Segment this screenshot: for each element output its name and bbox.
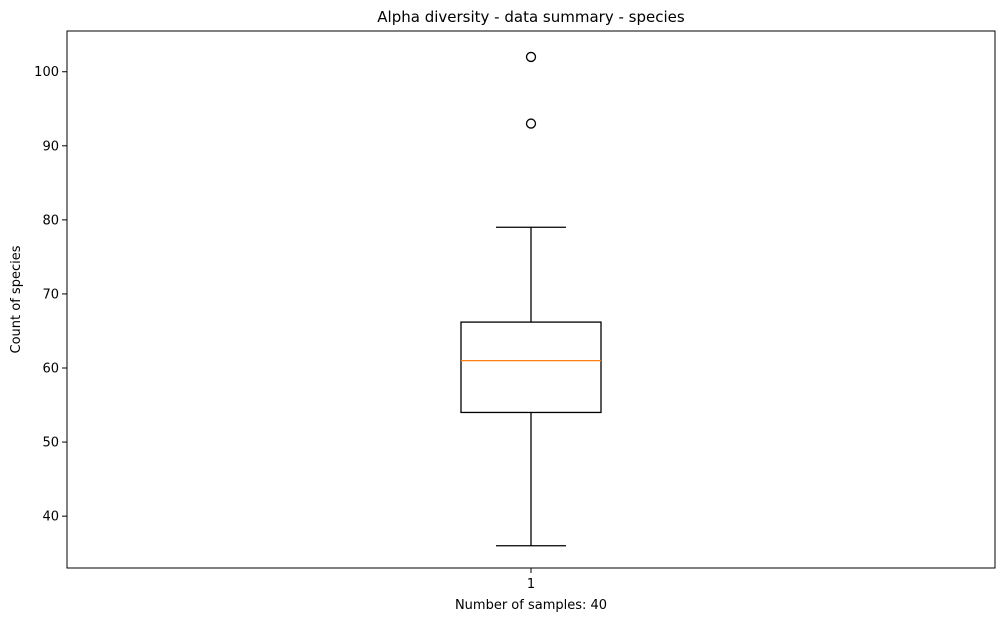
x-tick-label: 1	[527, 577, 535, 592]
y-tick-label: 90	[42, 139, 59, 154]
outlier-point	[525, 51, 537, 63]
y-tick-label: 50	[42, 436, 59, 451]
y-tick-label: 100	[34, 65, 59, 80]
y-tick-label: 70	[42, 287, 59, 302]
y-axis-label: Count of species	[9, 245, 24, 353]
boxes-layer	[460, 51, 602, 547]
x-axis-label: Number of samples: 40	[455, 598, 607, 613]
x-axis: 1	[527, 568, 535, 592]
chart-title: Alpha diversity - data summary - species	[377, 8, 685, 26]
y-tick-label: 80	[42, 213, 59, 228]
y-tick-label: 40	[42, 510, 59, 525]
interquartile-box	[460, 321, 602, 414]
outlier-point	[525, 118, 537, 129]
y-axis: 40 50 60 70 80 90 100	[34, 65, 67, 525]
y-tick-label: 60	[42, 362, 59, 377]
